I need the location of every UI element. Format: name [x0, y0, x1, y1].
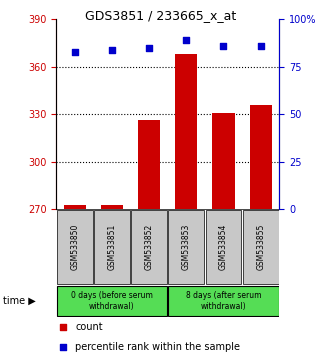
Point [226, 269, 231, 275]
Text: GSM533850: GSM533850 [70, 224, 79, 270]
Text: count: count [75, 322, 103, 332]
Bar [206, 210, 241, 284]
Bar [64, 205, 86, 209]
Bar [243, 210, 279, 284]
Bar [57, 286, 167, 316]
Point [258, 43, 263, 49]
Point [184, 38, 189, 43]
Bar [138, 120, 160, 209]
Point [72, 49, 77, 55]
Text: GSM533851: GSM533851 [108, 224, 117, 270]
Bar [249, 105, 272, 209]
Text: GSM533852: GSM533852 [145, 224, 154, 270]
Point [147, 45, 152, 51]
Text: time ▶: time ▶ [3, 296, 36, 306]
Bar [94, 210, 130, 284]
Bar [57, 210, 93, 284]
Bar [175, 54, 197, 209]
Text: 0 days (before serum
withdrawal): 0 days (before serum withdrawal) [71, 291, 153, 310]
Text: GSM533855: GSM533855 [256, 224, 265, 270]
Point [221, 43, 226, 49]
Bar [101, 205, 123, 209]
Text: GSM533853: GSM533853 [182, 224, 191, 270]
Bar [169, 210, 204, 284]
Point [109, 47, 115, 53]
Text: percentile rank within the sample: percentile rank within the sample [75, 342, 240, 352]
Text: GDS3851 / 233665_x_at: GDS3851 / 233665_x_at [85, 9, 236, 22]
Bar [169, 286, 279, 316]
Bar [131, 210, 167, 284]
Text: 8 days (after serum
withdrawal): 8 days (after serum withdrawal) [186, 291, 261, 310]
Bar [212, 113, 235, 209]
Text: GSM533854: GSM533854 [219, 224, 228, 270]
Point [226, 92, 231, 98]
